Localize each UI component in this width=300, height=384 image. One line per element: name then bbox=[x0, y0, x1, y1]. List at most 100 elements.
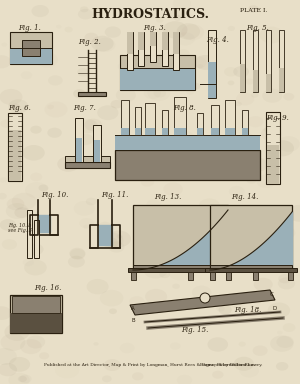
Text: Fig. 14.: Fig. 14. bbox=[231, 193, 259, 201]
Ellipse shape bbox=[0, 306, 11, 320]
Bar bbox=[239, 30, 244, 92]
Ellipse shape bbox=[0, 55, 11, 68]
Bar bbox=[266, 112, 280, 184]
Ellipse shape bbox=[248, 158, 268, 172]
Ellipse shape bbox=[78, 9, 93, 20]
Ellipse shape bbox=[7, 198, 24, 210]
Bar bbox=[162, 110, 168, 135]
Bar bbox=[208, 62, 216, 98]
Ellipse shape bbox=[274, 210, 284, 217]
Bar bbox=[208, 30, 216, 98]
Polygon shape bbox=[98, 225, 112, 245]
Bar bbox=[12, 296, 60, 313]
Bar bbox=[93, 125, 101, 162]
Ellipse shape bbox=[154, 64, 174, 78]
Bar bbox=[127, 32, 133, 70]
Ellipse shape bbox=[253, 346, 268, 356]
Ellipse shape bbox=[110, 100, 123, 108]
Ellipse shape bbox=[1, 333, 26, 351]
Ellipse shape bbox=[103, 237, 118, 248]
Bar bbox=[133, 205, 228, 270]
Ellipse shape bbox=[91, 36, 114, 51]
Ellipse shape bbox=[38, 184, 48, 191]
Bar bbox=[162, 32, 168, 50]
Ellipse shape bbox=[80, 7, 88, 12]
Bar bbox=[211, 128, 219, 135]
Bar bbox=[267, 145, 279, 184]
Bar bbox=[278, 68, 284, 92]
Ellipse shape bbox=[104, 359, 121, 371]
Ellipse shape bbox=[173, 15, 182, 21]
Text: Fig. 8.: Fig. 8. bbox=[174, 104, 196, 112]
Bar bbox=[65, 156, 110, 162]
Bar bbox=[145, 128, 155, 135]
Ellipse shape bbox=[0, 89, 22, 105]
Bar bbox=[162, 32, 168, 66]
Ellipse shape bbox=[77, 134, 93, 145]
Bar bbox=[226, 272, 231, 280]
Ellipse shape bbox=[30, 126, 42, 134]
Ellipse shape bbox=[208, 337, 228, 352]
Ellipse shape bbox=[234, 357, 254, 371]
Ellipse shape bbox=[287, 205, 300, 222]
Text: Fig. 11.: Fig. 11. bbox=[101, 191, 129, 199]
Bar bbox=[288, 272, 293, 280]
Bar bbox=[78, 92, 106, 96]
Ellipse shape bbox=[203, 146, 211, 151]
Bar bbox=[266, 74, 271, 92]
Ellipse shape bbox=[57, 156, 80, 172]
Bar bbox=[76, 138, 82, 162]
Ellipse shape bbox=[8, 99, 28, 113]
Text: Fig. 1.: Fig. 1. bbox=[19, 24, 41, 32]
Ellipse shape bbox=[167, 139, 189, 154]
Ellipse shape bbox=[105, 26, 121, 38]
Bar bbox=[131, 272, 136, 280]
Bar bbox=[115, 150, 260, 180]
Bar bbox=[121, 128, 129, 135]
Ellipse shape bbox=[229, 242, 250, 257]
Text: HYDROSTATICS.: HYDROSTATICS. bbox=[91, 8, 209, 20]
Bar bbox=[210, 205, 292, 270]
Bar bbox=[253, 272, 258, 280]
Bar bbox=[128, 268, 233, 272]
Ellipse shape bbox=[254, 278, 273, 291]
Ellipse shape bbox=[160, 271, 170, 278]
Bar bbox=[75, 118, 83, 162]
Ellipse shape bbox=[32, 5, 49, 17]
Bar bbox=[10, 313, 62, 333]
Ellipse shape bbox=[14, 207, 30, 218]
Text: Fig. 6.: Fig. 6. bbox=[9, 104, 32, 112]
Ellipse shape bbox=[73, 89, 86, 98]
Bar bbox=[173, 32, 179, 70]
Ellipse shape bbox=[84, 119, 102, 131]
Bar bbox=[120, 55, 195, 90]
Ellipse shape bbox=[278, 265, 284, 270]
Bar bbox=[27, 210, 32, 258]
Bar bbox=[225, 128, 235, 135]
Text: Fig. 10.: Fig. 10. bbox=[41, 191, 69, 199]
Ellipse shape bbox=[159, 211, 172, 220]
Text: Fig. 4.: Fig. 4. bbox=[207, 36, 230, 44]
Bar bbox=[225, 100, 235, 135]
Bar bbox=[150, 32, 156, 62]
Ellipse shape bbox=[270, 335, 294, 352]
Ellipse shape bbox=[69, 248, 85, 259]
Ellipse shape bbox=[260, 237, 275, 248]
Bar bbox=[253, 30, 257, 92]
Ellipse shape bbox=[149, 84, 158, 90]
Text: PLATE I.: PLATE I. bbox=[241, 8, 268, 13]
Ellipse shape bbox=[278, 274, 292, 283]
Ellipse shape bbox=[191, 83, 200, 89]
Ellipse shape bbox=[221, 210, 236, 221]
Bar bbox=[120, 68, 195, 90]
Ellipse shape bbox=[97, 105, 118, 120]
Bar bbox=[210, 265, 292, 270]
Text: Fig. 15.: Fig. 15. bbox=[181, 326, 209, 334]
Ellipse shape bbox=[278, 215, 292, 225]
Bar bbox=[10, 48, 52, 64]
Polygon shape bbox=[130, 290, 275, 315]
Ellipse shape bbox=[101, 233, 123, 248]
Text: Fig. 16.: Fig. 16. bbox=[34, 284, 62, 292]
Bar bbox=[174, 97, 186, 135]
Ellipse shape bbox=[195, 55, 216, 70]
